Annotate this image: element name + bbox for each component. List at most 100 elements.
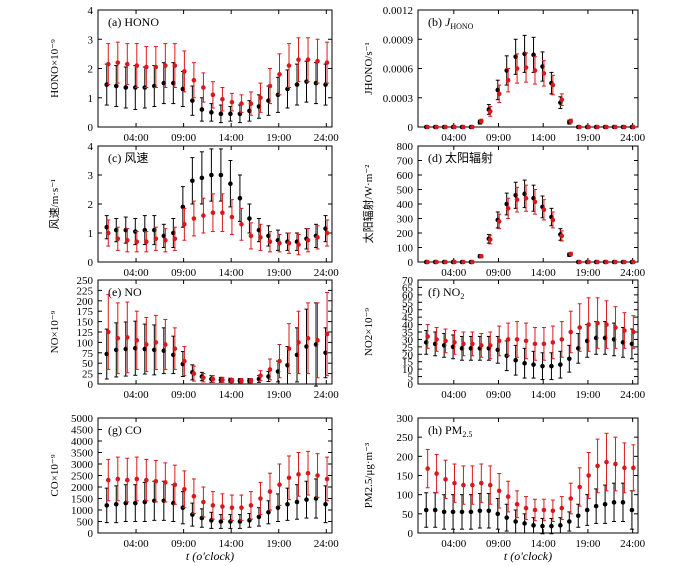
- panel-2: 0 0.0003 0.0006 0.0009 0.0012 04:00 09:00 14:00…: [363, 5, 646, 144]
- data-point: [613, 325, 618, 330]
- data-point: [577, 124, 582, 130]
- data-point: [487, 343, 493, 348]
- y-tick-label: 2000: [71, 482, 94, 494]
- data-point: [239, 505, 244, 511]
- y-tick-label: 3000: [71, 459, 94, 471]
- data-point: [285, 501, 290, 507]
- y-tick-label: 200: [397, 451, 414, 463]
- y-tick-label: 35: [402, 327, 414, 339]
- data-point: [239, 222, 244, 227]
- data-point: [277, 72, 282, 77]
- x-tick-label: 19:00: [266, 132, 292, 144]
- data-point: [258, 235, 263, 240]
- data-point: [191, 216, 197, 221]
- data-point: [613, 461, 618, 467]
- data-point: [586, 322, 591, 327]
- data-point: [487, 482, 493, 488]
- data-point: [144, 342, 149, 347]
- data-point: [124, 335, 130, 340]
- data-point: [210, 503, 216, 508]
- data-point: [550, 82, 556, 88]
- data-point: [622, 328, 627, 333]
- panel-title: (a) HONO: [108, 15, 159, 29]
- x-tick-label: 19:00: [575, 267, 601, 279]
- data-point: [248, 378, 254, 383]
- y-tick-label: 4500: [71, 425, 94, 437]
- data-point: [631, 465, 636, 471]
- data-point: [470, 259, 475, 265]
- data-point: [277, 482, 282, 488]
- x-tick-label: 04:00: [124, 538, 150, 550]
- x-tick-label: 09:00: [486, 389, 512, 401]
- data-point: [239, 378, 244, 383]
- data-point: [172, 236, 178, 242]
- data-point: [461, 259, 466, 265]
- data-point: [622, 124, 627, 130]
- data-point: [443, 338, 448, 344]
- x-tick-label: 24:00: [620, 538, 646, 550]
- data-point: [113, 501, 119, 507]
- data-point: [113, 83, 119, 89]
- data-point: [496, 91, 502, 97]
- y-tick-label: 1500: [71, 494, 94, 506]
- data-point: [190, 98, 195, 103]
- data-point: [479, 480, 484, 486]
- data-point: [531, 523, 536, 528]
- data-point: [209, 110, 214, 115]
- data-point: [239, 101, 244, 106]
- data-point: [315, 58, 320, 64]
- data-point: [523, 65, 529, 70]
- data-point: [586, 473, 591, 478]
- data-point: [305, 470, 311, 476]
- data-point: [218, 519, 224, 524]
- data-point: [163, 237, 168, 243]
- data-point: [220, 96, 225, 102]
- data-point: [229, 99, 235, 105]
- data-point: [304, 497, 309, 502]
- data-point: [220, 377, 225, 383]
- data-point: [324, 476, 330, 482]
- data-point: [134, 338, 140, 343]
- data-point: [450, 509, 456, 515]
- data-point: [513, 519, 518, 524]
- data-point: [496, 219, 502, 224]
- data-point: [522, 360, 527, 366]
- data-point: [486, 508, 492, 514]
- y-tick-label: 2: [88, 64, 94, 76]
- data-point: [163, 63, 168, 68]
- data-point: [267, 83, 273, 89]
- panels-root: 0 1 2 3 4 04:00 09:00 14:00 19:00 24:00 (a) HONO HO…: [48, 5, 646, 550]
- data-point: [522, 521, 527, 526]
- y-axis-label: HONO×10⁻⁹: [49, 39, 61, 98]
- data-point: [604, 124, 609, 130]
- y-tick-label: 1: [88, 93, 94, 105]
- data-point: [477, 508, 483, 514]
- x-tick-label: 24:00: [620, 389, 646, 401]
- data-point: [586, 259, 591, 265]
- data-point: [115, 476, 121, 482]
- data-point: [559, 233, 565, 239]
- data-point: [191, 493, 197, 499]
- data-point: [559, 97, 565, 102]
- data-point: [134, 239, 140, 244]
- data-point: [153, 340, 159, 345]
- x-tick-label: 04:00: [124, 132, 150, 144]
- data-point: [532, 507, 538, 513]
- data-point: [229, 378, 235, 383]
- data-point: [568, 329, 574, 335]
- data-point: [199, 107, 205, 112]
- y-tick-label: 15: [402, 357, 414, 369]
- data-point: [425, 124, 430, 130]
- data-point: [575, 513, 581, 519]
- data-point: [258, 496, 263, 501]
- data-point: [434, 259, 439, 265]
- data-point: [182, 358, 187, 364]
- data-point: [604, 322, 609, 327]
- data-point: [452, 480, 457, 486]
- data-point: [540, 363, 545, 369]
- y-tick-label: 100: [77, 337, 94, 349]
- data-point: [568, 251, 574, 257]
- y-tick-label: 400: [397, 199, 414, 211]
- data-point: [267, 239, 273, 244]
